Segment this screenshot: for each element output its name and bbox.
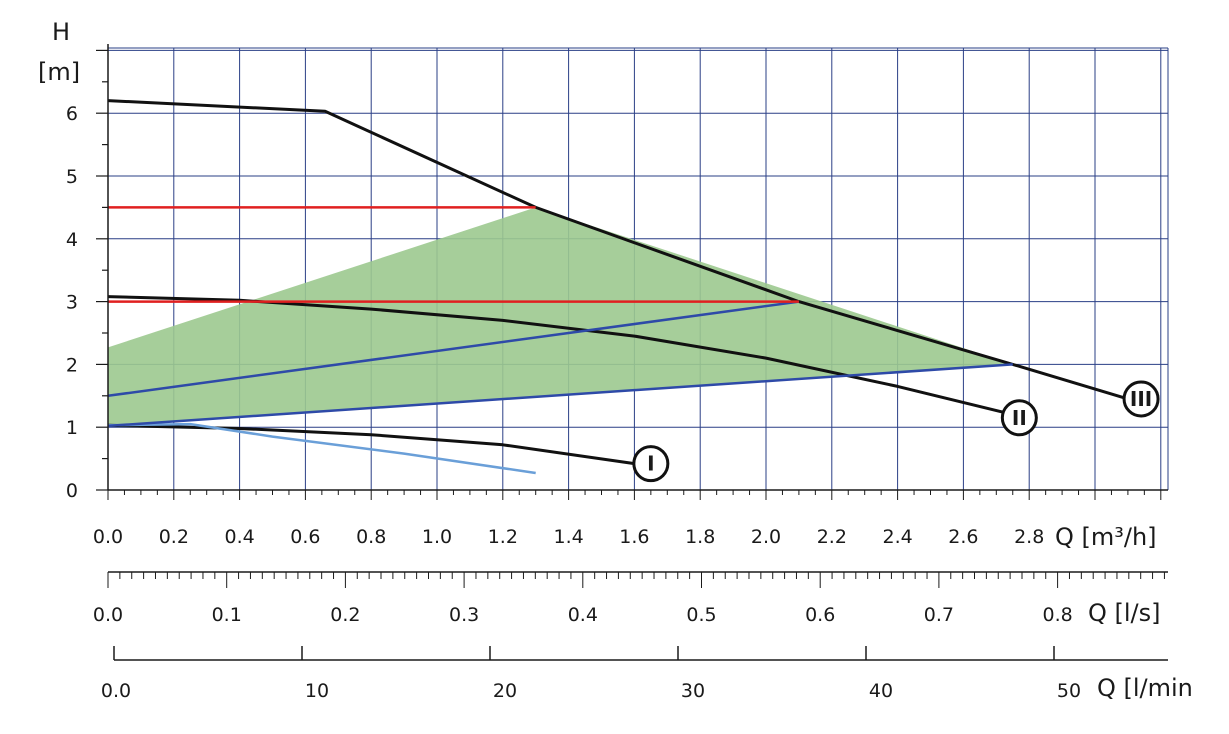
x-tick-label-ls: 0.2 (330, 604, 360, 626)
tick-labels: 0 1 2 3 4 5 6 0.0 0.2 0.4 0.6 0.8 1.0 1.2 1.4 1.6 1.8 2.0… (66, 103, 1081, 702)
series-line-light-blue-curve (107, 422, 536, 475)
x-tick-label-ls: 0.4 (568, 604, 598, 626)
x-tick-label-ls: 0.1 (212, 604, 242, 626)
y-tick-label: 1 (66, 417, 78, 439)
x-axis-unit-lmin: Q [l/min (1097, 674, 1193, 702)
y-tick-label: 2 (66, 354, 78, 376)
y-tick-label: 3 (66, 292, 78, 314)
marker-circle (1000, 399, 1038, 437)
x-tick-label-ls: 0.7 (924, 604, 954, 626)
y-tick-label: 6 (66, 103, 78, 125)
x-axis-unit-ls: Q [l/s] (1088, 599, 1161, 627)
y-tick-label: 5 (66, 166, 78, 188)
series-line-upper-blue (107, 300, 800, 398)
x-tick-label-m3h: 1.8 (685, 526, 715, 548)
marker-label: II (1012, 406, 1027, 430)
x-tick-label-lmin: 20 (493, 680, 517, 702)
y-axis-unit: [m] (38, 58, 80, 86)
x-tick-label-m3h: 0.4 (224, 526, 254, 548)
x-tick-label-m3h: 0.8 (356, 526, 386, 548)
x-axis-unit-m3h: Q [m³/h] (1055, 523, 1157, 551)
marker-label: III (1130, 387, 1152, 411)
curve-marker-iii: III (1122, 380, 1160, 418)
marker-circle (632, 445, 670, 483)
x-tick-label-ls: 0.3 (449, 604, 479, 626)
marker-circle (1122, 380, 1160, 418)
y-axis-title: H (52, 18, 70, 46)
x-tick-label-m3h: 2.2 (817, 526, 847, 548)
x-tick-label-m3h: 1.2 (488, 526, 518, 548)
y-tick-label: 0 (66, 480, 78, 502)
x-tick-label-lmin: 40 (869, 680, 893, 702)
series-line-i (107, 423, 635, 466)
x-tick-label-ls: 0.8 (1042, 604, 1072, 626)
series-line-iii (107, 99, 1129, 401)
axes (96, 44, 1168, 661)
x-tick-label-m3h: 0.6 (290, 526, 320, 548)
x-tick-label-m3h: 1.0 (422, 526, 452, 548)
x-tick-label-m3h: 2.4 (882, 526, 912, 548)
x-tick-label-ls: 0.6 (805, 604, 835, 626)
x-tick-label-m3h: 1.6 (619, 526, 649, 548)
curve-marker-ii: II (1000, 399, 1038, 437)
x-tick-label-m3h: 0.2 (159, 526, 189, 548)
series-line-lower-blue (107, 363, 1013, 428)
series-group (107, 99, 1129, 475)
marker-label: I (647, 452, 654, 476)
x-tick-label-lmin: 10 (305, 680, 329, 702)
x-tick-label-lmin: 30 (681, 680, 705, 702)
x-tick-label-m3h: 0.0 (93, 526, 123, 548)
x-tick-label-m3h: 2.8 (1014, 526, 1044, 548)
operating-area-polygon (108, 207, 1013, 426)
y-tick-label: 4 (66, 229, 78, 251)
x-tick-label-m3h: 1.4 (553, 526, 583, 548)
operating-area (108, 207, 1013, 426)
x-tick-label-ls: 0.0 (93, 604, 123, 626)
x-tick-label-ls: 0.5 (686, 604, 716, 626)
x-tick-label-lmin: 0.0 (101, 680, 131, 702)
x-tick-label-lmin: 50 (1057, 680, 1081, 702)
x-tick-label-m3h: 2.6 (948, 526, 978, 548)
x-tick-label-m3h: 2.0 (751, 526, 781, 548)
curve-marker-i: I (632, 445, 670, 483)
